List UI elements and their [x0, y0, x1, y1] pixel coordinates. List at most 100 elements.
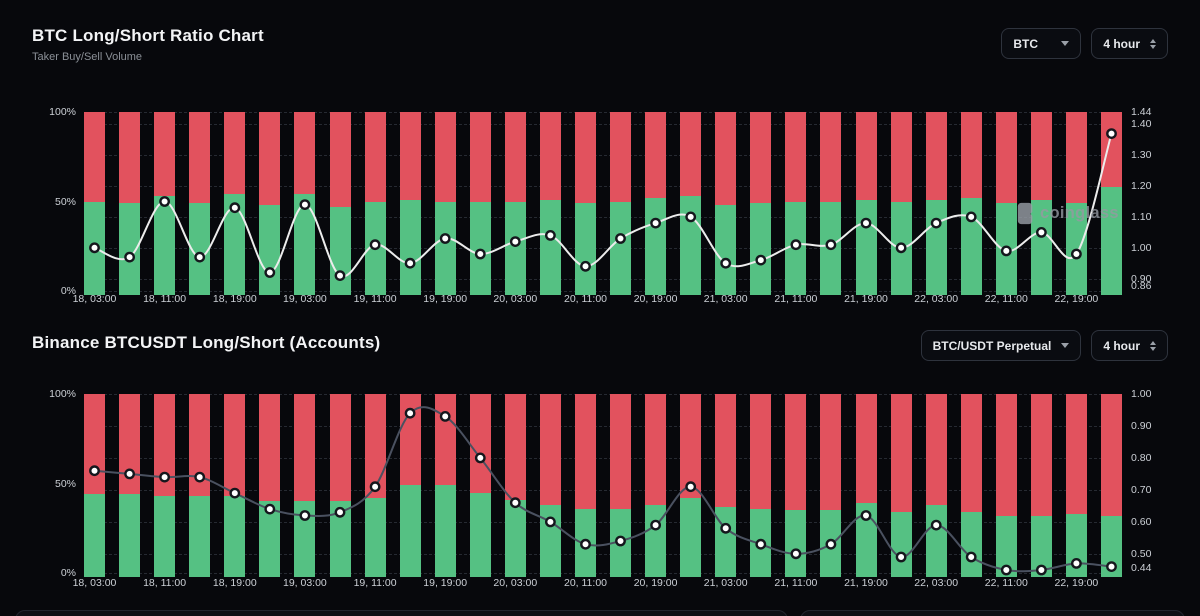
line-marker	[474, 248, 486, 260]
line-marker	[965, 211, 977, 223]
short-bar-segment	[645, 394, 667, 505]
long-bar-segment	[399, 485, 421, 577]
grid-line	[84, 291, 1122, 292]
long-bar-segment	[715, 205, 737, 295]
line-marker	[685, 481, 697, 493]
short-bar-segment	[1101, 112, 1122, 188]
line-marker	[509, 236, 521, 248]
long-bar-segment	[294, 501, 316, 577]
long-bar-segment	[680, 497, 702, 577]
interval-select-2-value: 4 hour	[1103, 338, 1140, 353]
line-marker	[299, 199, 311, 211]
volume-bar	[154, 394, 176, 577]
long-bar-segment	[84, 494, 105, 577]
line-marker	[825, 538, 837, 550]
short-bar-segment	[715, 394, 737, 507]
x-axis-tick: 19, 11:00	[353, 293, 397, 305]
short-bar-segment	[1101, 394, 1122, 516]
symbol-select[interactable]: BTC	[1001, 28, 1082, 59]
line-marker	[229, 487, 241, 499]
right-axis-tick: 0.90	[1131, 272, 1152, 285]
short-bar-segment	[995, 394, 1017, 516]
long-bar-segment	[750, 203, 772, 295]
interval-select-2[interactable]: 4 hour	[1091, 330, 1168, 361]
line-marker	[439, 233, 451, 244]
coinglass-watermark: coinglass	[1017, 202, 1119, 225]
grid-line	[84, 553, 1122, 555]
grid-line	[84, 278, 1122, 280]
short-bar-segment	[855, 112, 877, 200]
long-bar-segment	[645, 505, 667, 577]
volume-bar	[575, 112, 596, 295]
long-bar-segment	[434, 485, 456, 577]
x-axis-tick: 21, 03:00	[703, 577, 748, 589]
grid-line	[84, 186, 1122, 188]
volume-bar	[294, 394, 316, 577]
volume-bar	[1101, 112, 1122, 295]
short-bar-segment	[119, 394, 141, 495]
long-bar-segment	[890, 512, 912, 577]
line-marker	[334, 270, 346, 282]
long-bar-segment	[1101, 515, 1122, 577]
pair-select[interactable]: BTC/USDT Perpetual	[920, 330, 1082, 361]
volume-bar	[189, 112, 211, 295]
volume-bar	[364, 394, 386, 577]
line-marker	[159, 471, 171, 483]
short-bar-segment	[925, 112, 947, 200]
grid-line	[84, 457, 1122, 459]
right-axis-tick: 0.44	[1131, 562, 1152, 574]
chevron-down-icon	[1061, 41, 1070, 46]
line-marker	[159, 196, 171, 207]
accounts-long-short-chart	[84, 394, 1122, 577]
volume-bar	[504, 394, 526, 577]
right-axis-tick: 0.90	[1131, 420, 1152, 432]
x-axis-tick: 18, 19:00	[212, 577, 257, 589]
long-bar-segment	[154, 496, 176, 577]
x-axis-tick: 21, 03:00	[703, 293, 748, 305]
x-axis-tick: 18, 03:00	[72, 293, 117, 305]
long-bar-segment	[785, 510, 807, 577]
short-bar-segment	[504, 112, 526, 202]
short-bar-segment	[154, 112, 176, 197]
short-bar-segment	[329, 394, 351, 502]
interval-select[interactable]: 4 hour	[1091, 28, 1168, 59]
volume-bar	[715, 394, 737, 577]
line-marker	[860, 217, 872, 229]
ratio-line	[89, 128, 1117, 282]
x-axis-tick: 20, 03:00	[493, 293, 538, 305]
long-bar-segment	[154, 196, 176, 295]
long-bar-segment	[224, 194, 246, 295]
short-bar-segment	[189, 112, 211, 204]
x-axis-tick: 19, 19:00	[423, 293, 468, 305]
long-bar-segment	[329, 501, 351, 577]
line-marker	[544, 230, 556, 241]
right-axis-tick: 0.86	[1131, 280, 1152, 292]
line-marker	[299, 510, 311, 521]
line-marker	[755, 254, 767, 266]
volume-bar	[119, 112, 141, 295]
long-bar-segment	[119, 203, 141, 295]
grid-line	[84, 155, 1122, 157]
x-axis-tick: 19, 03:00	[282, 577, 327, 589]
line-marker	[1036, 564, 1047, 576]
line-marker	[124, 251, 135, 263]
line-marker	[825, 239, 837, 251]
right-axis-tick: 0.50	[1131, 547, 1152, 560]
volume-bar	[610, 112, 631, 295]
short-bar-segment	[715, 112, 737, 206]
short-bar-segment	[294, 112, 316, 195]
short-bar-segment	[645, 112, 667, 198]
right-axis-tick: 0.60	[1131, 515, 1152, 528]
volume-bar	[890, 394, 912, 577]
short-bar-segment	[750, 112, 772, 204]
short-bar-segment	[259, 394, 281, 502]
chevron-updown-icon	[1150, 38, 1156, 49]
line-marker	[790, 239, 802, 251]
long-bar-segment	[224, 496, 246, 577]
x-axis-tick: 21, 19:00	[844, 577, 888, 589]
short-bar-segment	[1065, 112, 1087, 204]
long-bar-segment	[259, 501, 281, 577]
volume-bar	[84, 394, 105, 577]
right-axis-tick: 1.30	[1131, 149, 1152, 162]
x-axis-tick: 22, 19:00	[1054, 577, 1099, 589]
